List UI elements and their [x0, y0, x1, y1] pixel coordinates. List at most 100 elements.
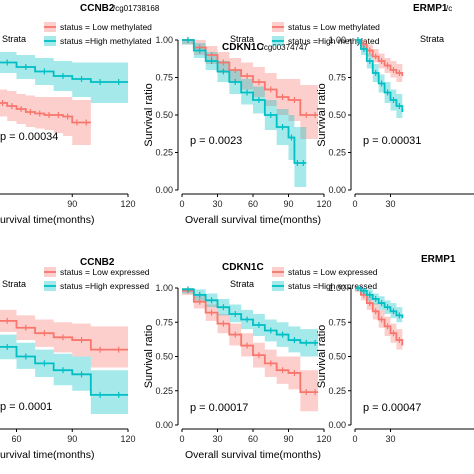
x-tick-label: 60: [248, 434, 258, 444]
y-tick-label: 0.75: [155, 73, 173, 83]
x-tick-label: 60: [248, 199, 258, 209]
legend-entry: status =High expressed: [60, 281, 149, 291]
survival-curve-series-2: [182, 288, 319, 344]
p-value-label: p = 0.00017: [190, 402, 248, 414]
y-axis-title: Survival ratio: [316, 325, 328, 389]
x-tick-label: 90: [67, 199, 77, 209]
survival-curve-series-1: [0, 319, 128, 351]
y-tick-label: 0.25: [155, 148, 173, 158]
panel-subtitle: /cg00374747: [262, 43, 309, 52]
survival-curve-series-1: [182, 289, 319, 394]
legend-entry: status =High expressed: [288, 281, 377, 291]
y-tick-label: 0.25: [328, 148, 346, 158]
x-tick-label: 90: [67, 434, 77, 444]
x-axis-title: Overall survival time(months): [185, 449, 321, 461]
y-tick-label: 0.75: [155, 317, 173, 327]
y-tick-label: 1.00: [328, 35, 346, 45]
survival-curve-series-1: [355, 287, 404, 346]
legend-entry: status = Low expressed: [60, 267, 150, 277]
legend-entry: status = Low methylated: [60, 22, 152, 32]
y-tick-label: 0.50: [155, 110, 173, 120]
survival-curve-series-2: [0, 61, 128, 83]
p-value-label: p = 0.0023: [190, 135, 242, 147]
x-axis-title: Overall survival time(months): [0, 214, 94, 226]
y-tick-label: 0.25: [155, 386, 173, 396]
legend-title: Strata: [2, 34, 26, 44]
x-tick-label: 120: [120, 434, 135, 444]
p-value-label: p = 0.00031: [363, 135, 421, 147]
survival-curve-series-2: [355, 287, 404, 319]
legend-entry: status = Low methylated: [288, 22, 380, 32]
legend-title: Strata: [420, 34, 444, 44]
panel-subtitle: /cg01738168: [113, 4, 160, 13]
survival-curve-series-2: [182, 39, 307, 164]
y-axis-title: Survival ratio: [143, 325, 155, 389]
ci-band-series-2: [0, 52, 128, 103]
y-axis-title: Survival ratio: [316, 83, 328, 147]
legend-entry: status =High methylated: [60, 36, 152, 46]
p-value-label: p = 0.00034: [0, 131, 58, 143]
panel-title: ERMP1: [421, 254, 456, 265]
km-panel-6: 0 30 0.00 0.25 0.50 0.75 1.00 Survival ratio ERM…: [316, 254, 474, 444]
y-tick-label: 0.25: [328, 386, 346, 396]
ci-band-series-1: [182, 40, 319, 139]
y-axis-title: Survival ratio: [143, 83, 155, 147]
x-tick-label: 30: [212, 434, 222, 444]
x-tick-label: 0: [179, 434, 184, 444]
panel-title: CDKN1C: [222, 262, 264, 273]
legend-entry: status =High methylated: [288, 36, 380, 46]
ci-band-series-1: [0, 89, 91, 145]
y-tick-label: 0.50: [328, 110, 346, 120]
y-tick-label: 0.00: [328, 420, 346, 430]
x-tick-label: 0: [352, 434, 357, 444]
legend-title: Strata: [230, 34, 254, 44]
panel-title: CCNB2: [80, 257, 115, 268]
ci-band-series-1: [355, 288, 403, 357]
x-tick-label: 120: [120, 199, 135, 209]
x-axis-title: Overall survival time(months): [0, 449, 94, 461]
x-tick-label: 30: [385, 434, 395, 444]
survival-curve-series-1: [0, 102, 91, 124]
x-tick-label: 90: [283, 434, 293, 444]
panel-title: CDKN1C: [222, 42, 264, 53]
y-tick-label: 0.00: [155, 420, 173, 430]
y-tick-label: 0.00: [155, 185, 173, 195]
y-tick-label: 1.00: [328, 283, 346, 293]
x-tick-label: 90: [283, 199, 293, 209]
legend-title: Strata: [230, 279, 254, 289]
x-tick-label: 120: [316, 199, 331, 209]
y-tick-label: 0.50: [155, 352, 173, 362]
ci-band-series-2: [182, 40, 307, 187]
legend-entry: status = Low expressed: [288, 267, 378, 277]
ci-band-series-1: [182, 288, 319, 412]
km-panel-3: 0 30 0.00 0.25 0.50 0.75 1.00 Survival ratio ERM…: [316, 3, 474, 209]
km-panel-4: 60 90 120 Overall survival time(months) CCNB…: [0, 257, 150, 461]
ci-band-series-1: [0, 309, 128, 368]
y-tick-label: 1.00: [155, 35, 173, 45]
p-value-label: p = 0.00047: [363, 402, 421, 414]
x-tick-label: 30: [385, 199, 395, 209]
y-tick-label: 0.75: [328, 317, 346, 327]
y-tick-label: 1.00: [155, 283, 173, 293]
y-tick-label: 0.50: [328, 352, 346, 362]
x-tick-label: 0: [352, 199, 357, 209]
km-panel-5: 0 30 60 90 120 0.00 0.25 0.50 0.75 1.00 Overall su…: [143, 262, 378, 461]
panel-title: CCNB2: [80, 3, 115, 14]
survival-curve-series-2: [355, 39, 404, 112]
km-panel-2: 0 30 60 90 120 0.00 0.25 0.50 0.75 1.00 Overall su…: [143, 22, 380, 226]
panel-title: ERMP1: [413, 3, 448, 14]
x-axis-title: Overall survival time(months): [185, 214, 321, 226]
km-panel-1: 90 120 Overall survival time(months) CCNB2/…: [0, 3, 160, 226]
legend-title: Strata: [2, 279, 26, 289]
y-tick-label: 0.75: [328, 73, 346, 83]
survival-curve-series-1: [355, 39, 404, 76]
x-tick-label: 0: [179, 199, 184, 209]
ci-band-series-2: [182, 288, 319, 357]
x-tick-label: 120: [316, 434, 331, 444]
panel-subtitle: /c: [446, 4, 452, 13]
p-value-label: p = 0.0001: [0, 401, 52, 413]
x-tick-label: 30: [212, 199, 222, 209]
x-tick-label: 60: [11, 434, 21, 444]
survival-curve-series-2: [0, 346, 128, 396]
